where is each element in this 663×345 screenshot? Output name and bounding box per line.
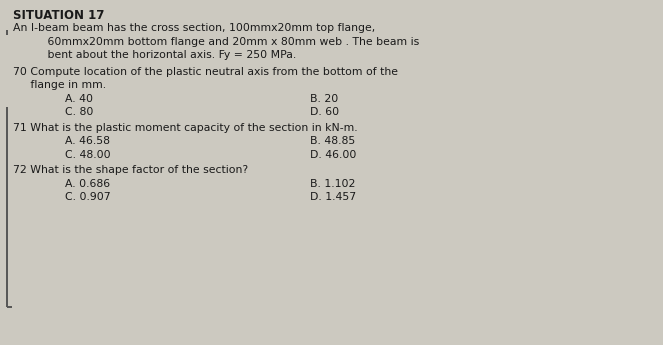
Text: A. 0.686: A. 0.686 [65,179,110,189]
Text: 71 What is the plastic moment capacity of the section in kN-m.: 71 What is the plastic moment capacity o… [13,123,357,133]
Text: C. 80: C. 80 [65,107,93,117]
Text: 60mmx20mm bottom flange and 20mm x 80mm web . The beam is: 60mmx20mm bottom flange and 20mm x 80mm … [30,37,419,47]
Text: flange in mm.: flange in mm. [13,80,106,90]
Text: D. 46.00: D. 46.00 [310,150,357,160]
Text: A. 46.58: A. 46.58 [65,136,110,146]
Text: SITUATION 17: SITUATION 17 [13,9,104,22]
Text: C. 48.00: C. 48.00 [65,150,111,160]
Text: C. 0.907: C. 0.907 [65,192,111,202]
Text: 70 Compute location of the plastic neutral axis from the bottom of the: 70 Compute location of the plastic neutr… [13,67,398,77]
Text: D. 1.457: D. 1.457 [310,192,356,202]
Text: bent about the horizontal axis. Fy = 250 MPa.: bent about the horizontal axis. Fy = 250… [30,50,296,60]
Text: D. 60: D. 60 [310,107,339,117]
Text: A. 40: A. 40 [65,94,93,104]
Text: B. 48.85: B. 48.85 [310,136,355,146]
Text: An I-beam beam has the cross section, 100mmx20mm top flange,: An I-beam beam has the cross section, 10… [13,23,375,33]
Text: B. 20: B. 20 [310,94,338,104]
Text: B. 1.102: B. 1.102 [310,179,355,189]
Text: 72 What is the shape factor of the section?: 72 What is the shape factor of the secti… [13,165,248,175]
